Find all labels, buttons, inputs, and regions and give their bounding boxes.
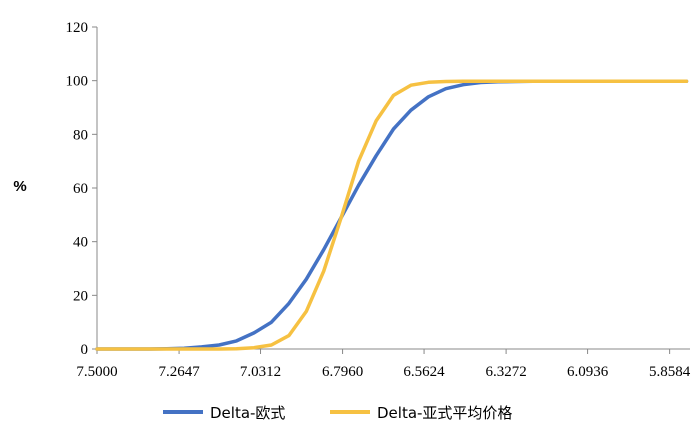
y-tick-label: 100 — [66, 74, 89, 90]
x-tick-label: 7.0312 — [240, 364, 281, 380]
y-tick-label: 40 — [73, 235, 88, 251]
x-tick-label: 7.2647 — [158, 364, 200, 380]
x-tick-label: 6.0936 — [567, 364, 609, 380]
legend-label-2: Delta-亚式平均价格 — [377, 404, 512, 422]
x-axis: 7.5000 7.2647 7.0312 6.7960 6.5624 6.3272 6.09… — [76, 348, 691, 380]
x-tick-label: 6.7960 — [322, 364, 363, 380]
series-layer — [95, 79, 689, 351]
y-axis-label: % — [13, 178, 26, 195]
y-tick-label: 60 — [73, 181, 88, 197]
series-line-2 — [95, 79, 689, 351]
legend: Delta-欧式 Delta-亚式平均价格 — [163, 404, 512, 422]
y-tick-label: 0 — [81, 342, 89, 358]
series-line-1 — [95, 79, 689, 351]
legend-label-1: Delta-欧式 — [210, 404, 285, 422]
y-tick-label: 120 — [66, 20, 89, 36]
x-tick-label: 6.5624 — [403, 364, 445, 380]
y-tick-label: 80 — [73, 127, 88, 143]
y-tick-label: 20 — [73, 288, 88, 304]
x-tick-label: 7.5000 — [76, 364, 117, 380]
x-tick-label: 5.8584 — [649, 364, 691, 380]
y-axis: 0 20 40 60 80 100 120 — [66, 20, 98, 358]
x-tick-label: 6.3272 — [485, 364, 526, 380]
